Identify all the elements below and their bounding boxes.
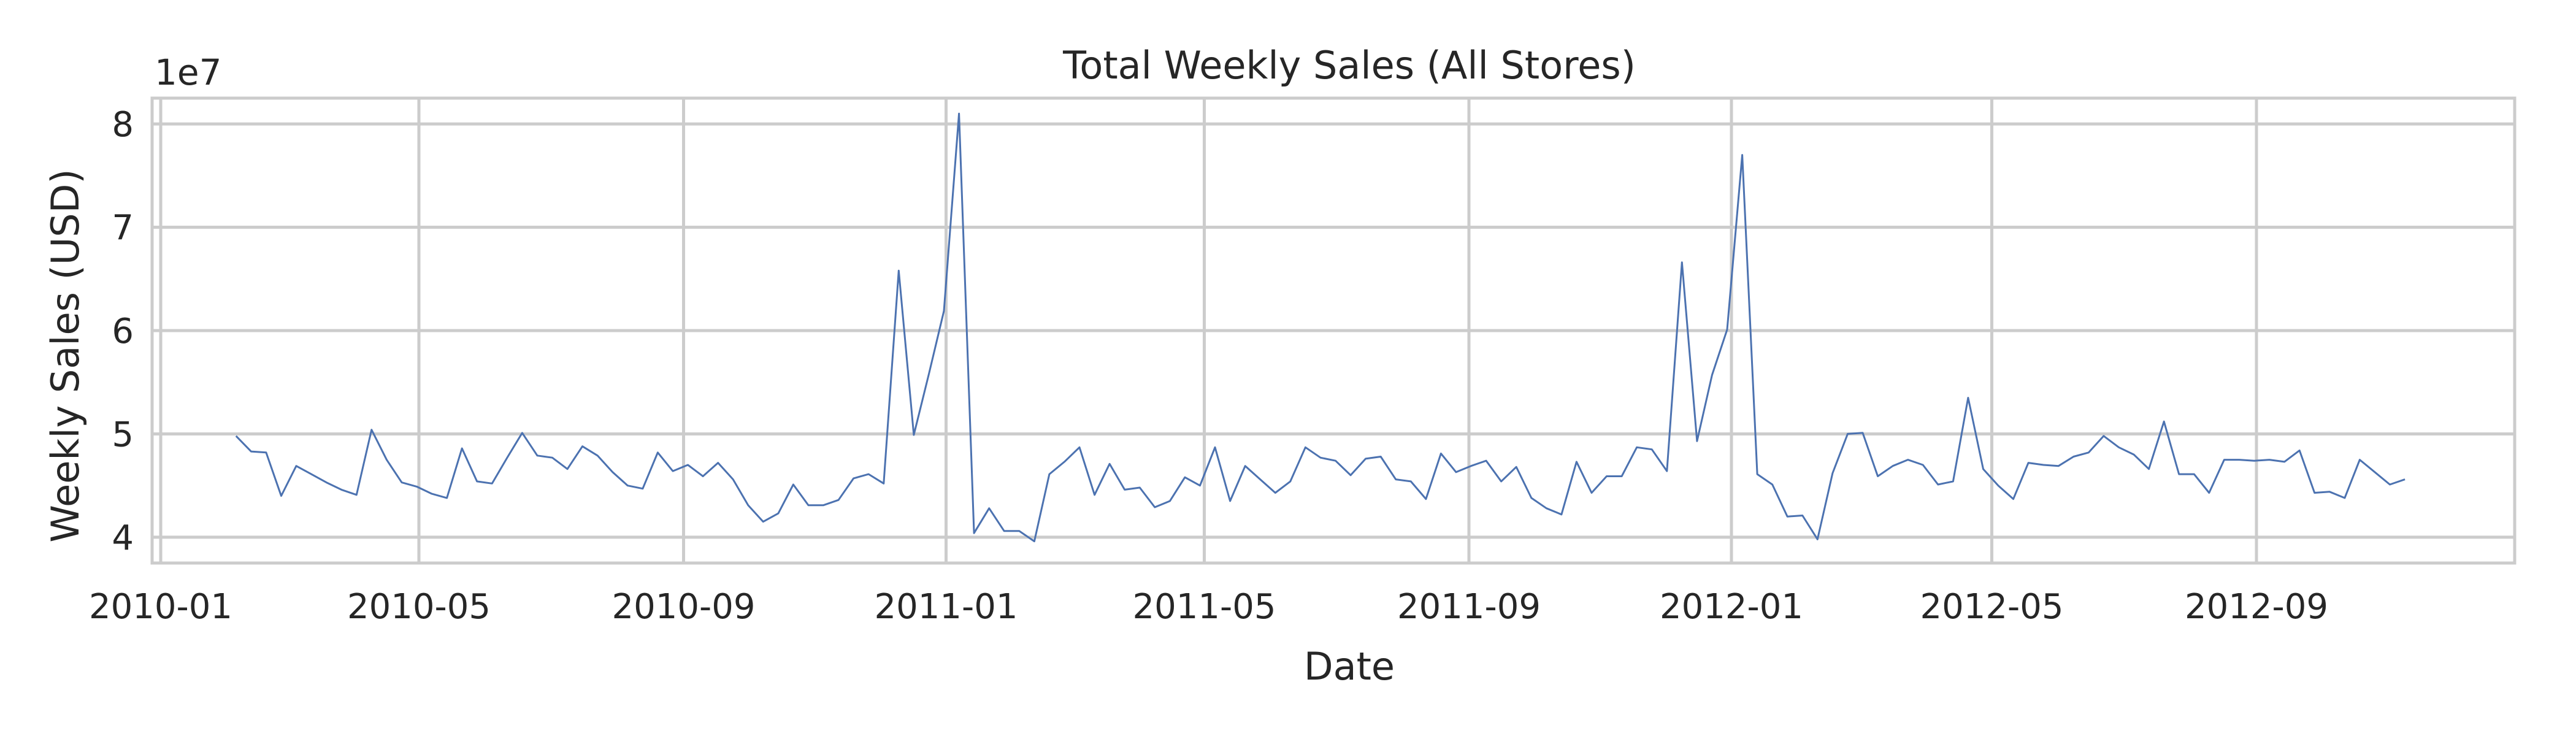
x-tick-label: 2012-05 [1920,587,2064,627]
y-tick-label: 7 [112,209,134,248]
plot-frame [150,96,2517,565]
tick-labels: 4 5 6 7 8 2010-01 2010-05 2010-09 2011-01 2011-05… [89,105,2328,627]
y-tick-label: 6 [112,312,134,351]
y-axis-offset-label: 1e7 [155,52,222,93]
x-tick-label: 2010-05 [347,587,491,627]
series-layer [235,112,2405,543]
y-tick-label: 5 [112,415,134,454]
weekly-sales-series-line [235,112,2405,543]
x-tick-label: 2012-09 [2185,587,2328,627]
x-tick-label: 2012-01 [1660,587,1803,627]
y-tick-label: 8 [112,105,134,145]
x-tick-label: 2010-01 [89,587,232,627]
x-axis-label: Date [1304,644,1395,689]
x-tick-label: 2010-09 [612,587,756,627]
y-tick-label: 4 [112,518,134,558]
chart-title: Total Weekly Sales (All Stores) [1062,43,1636,88]
x-tick-label: 2011-01 [875,587,1018,627]
gridlines [152,98,2515,563]
y-axis-label: Weekly Sales (USD) [43,169,88,542]
x-tick-label: 2011-05 [1133,587,1276,627]
x-tick-label: 2011-09 [1397,587,1541,627]
